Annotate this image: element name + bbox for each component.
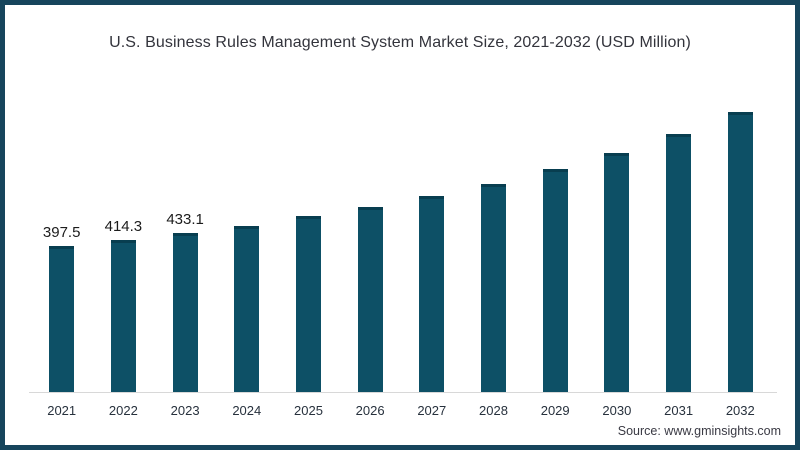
- x-tick-label-2031: 2031: [664, 403, 694, 418]
- x-tick-label-2024: 2024: [232, 403, 262, 418]
- x-tick-label-2030: 2030: [602, 403, 632, 418]
- x-tick-label-2032: 2032: [725, 403, 755, 418]
- x-tick-label-2029: 2029: [540, 403, 570, 418]
- bar-value-label-2021: 397.5: [42, 224, 81, 241]
- x-tick-label-2028: 2028: [479, 403, 508, 418]
- bar-2027: [419, 196, 445, 392]
- bar-2030: [604, 153, 630, 392]
- bar-2031: [666, 134, 692, 392]
- source-attribution: Source: www.gminsights.com: [617, 424, 781, 438]
- x-axis-line: [29, 392, 777, 393]
- bar-2026: [357, 207, 383, 392]
- bar-2024: [234, 226, 260, 392]
- x-tick-label-2025: 2025: [294, 403, 323, 418]
- bar-2021: [49, 246, 75, 392]
- bar-2023: [172, 233, 198, 392]
- bar-2022: [110, 240, 136, 392]
- bar-2032: [727, 112, 753, 392]
- bar-2028: [481, 184, 506, 392]
- x-tick-label-2023: 2023: [170, 403, 200, 418]
- x-tick-label-2026: 2026: [355, 403, 385, 418]
- x-tick-label-2027: 2027: [417, 403, 447, 418]
- x-tick-label-2021: 2021: [47, 403, 77, 418]
- chart-title: U.S. Business Rules Management System Ma…: [109, 34, 691, 51]
- bar-value-label-2023: 433.1: [166, 211, 204, 228]
- bar-value-label-2022: 414.3: [104, 218, 143, 235]
- x-tick-label-2022: 2022: [108, 403, 138, 418]
- plot-area: 397.5 2021 414.3 2022 433.1 2023 2024 2025 2026 2…: [5, 5, 795, 445]
- bar-2025: [296, 216, 321, 392]
- bar-2029: [542, 169, 568, 392]
